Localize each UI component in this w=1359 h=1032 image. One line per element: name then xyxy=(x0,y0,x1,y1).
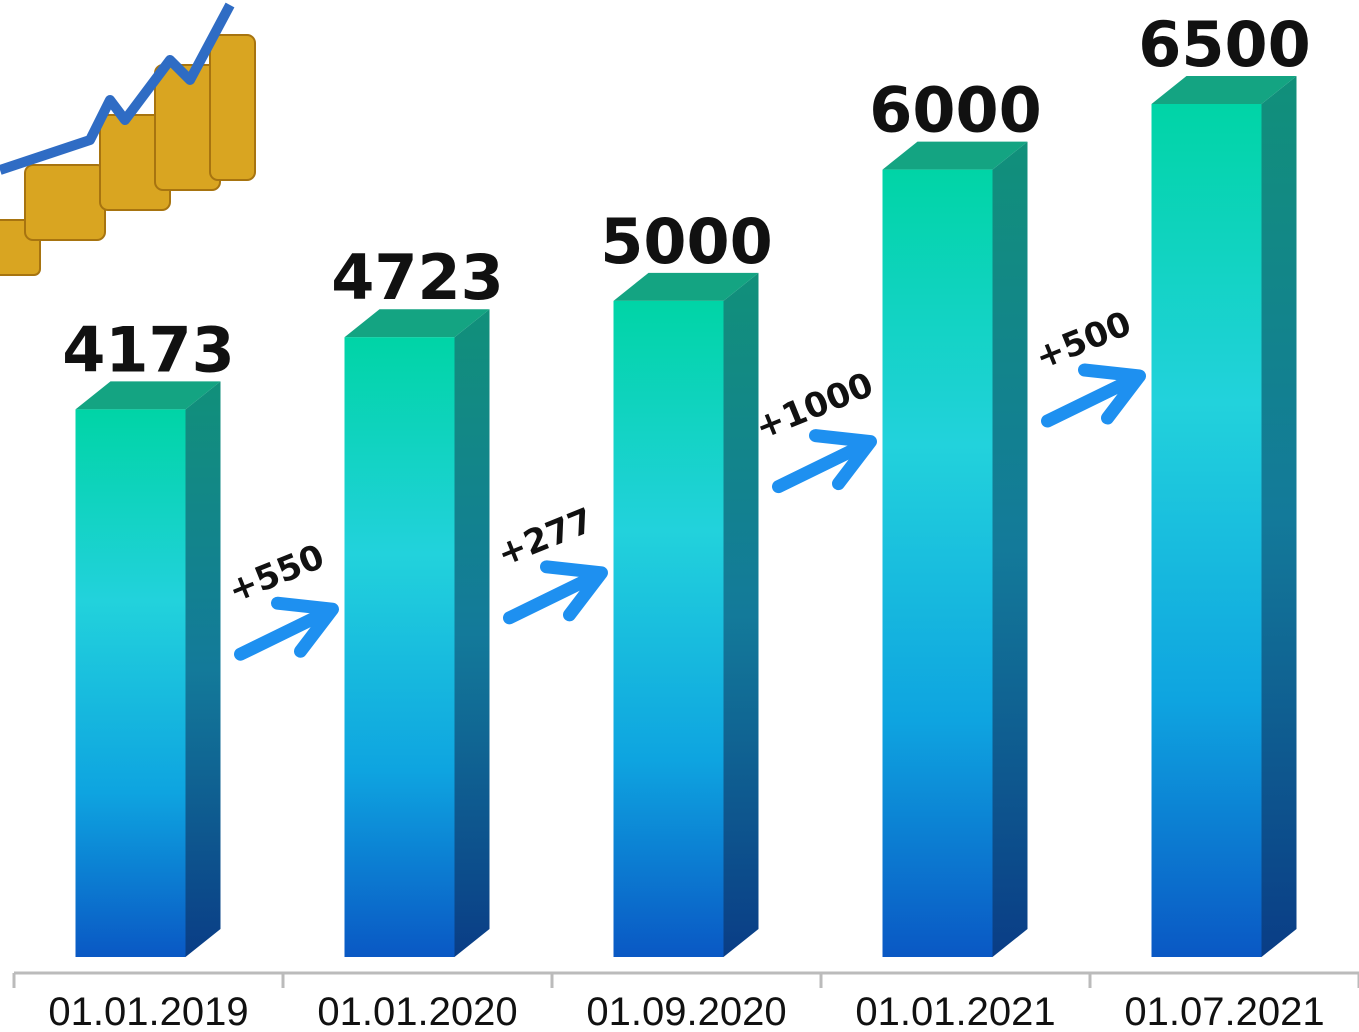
bar xyxy=(1152,76,1297,957)
chart: 01.01.2019 4173 01.01.2020 4723 01.09.2020 50… xyxy=(0,0,1359,1032)
growth-arrow xyxy=(779,436,871,487)
coins-illustration xyxy=(0,5,255,275)
value-label: 5000 xyxy=(600,205,773,278)
bar-front xyxy=(76,409,186,957)
growth-arrow xyxy=(510,567,602,618)
bar-front xyxy=(614,301,724,957)
bar-front xyxy=(883,170,993,957)
bar-side xyxy=(724,273,759,957)
bar-side xyxy=(993,142,1028,957)
bar xyxy=(614,273,759,957)
growth-arrow xyxy=(1048,370,1140,421)
bar-side xyxy=(1262,76,1297,957)
value-label: 6500 xyxy=(1138,8,1311,81)
bar-side xyxy=(455,309,490,957)
bar xyxy=(883,142,1028,957)
x-tick-label: 01.09.2020 xyxy=(586,990,786,1032)
bar xyxy=(76,381,221,957)
value-label: 4173 xyxy=(62,313,235,386)
bar-side xyxy=(186,381,221,957)
x-tick-label: 01.07.2021 xyxy=(1124,990,1324,1032)
bar-front xyxy=(345,337,455,957)
x-tick-label: 01.01.2020 xyxy=(317,990,517,1032)
x-tick-label: 01.01.2019 xyxy=(48,990,248,1032)
growth-arrow xyxy=(241,603,333,654)
bar-front xyxy=(1152,104,1262,957)
value-label: 6000 xyxy=(869,74,1042,147)
x-tick-label: 01.01.2021 xyxy=(855,990,1055,1032)
value-label: 4723 xyxy=(331,241,504,314)
bar xyxy=(345,309,490,957)
